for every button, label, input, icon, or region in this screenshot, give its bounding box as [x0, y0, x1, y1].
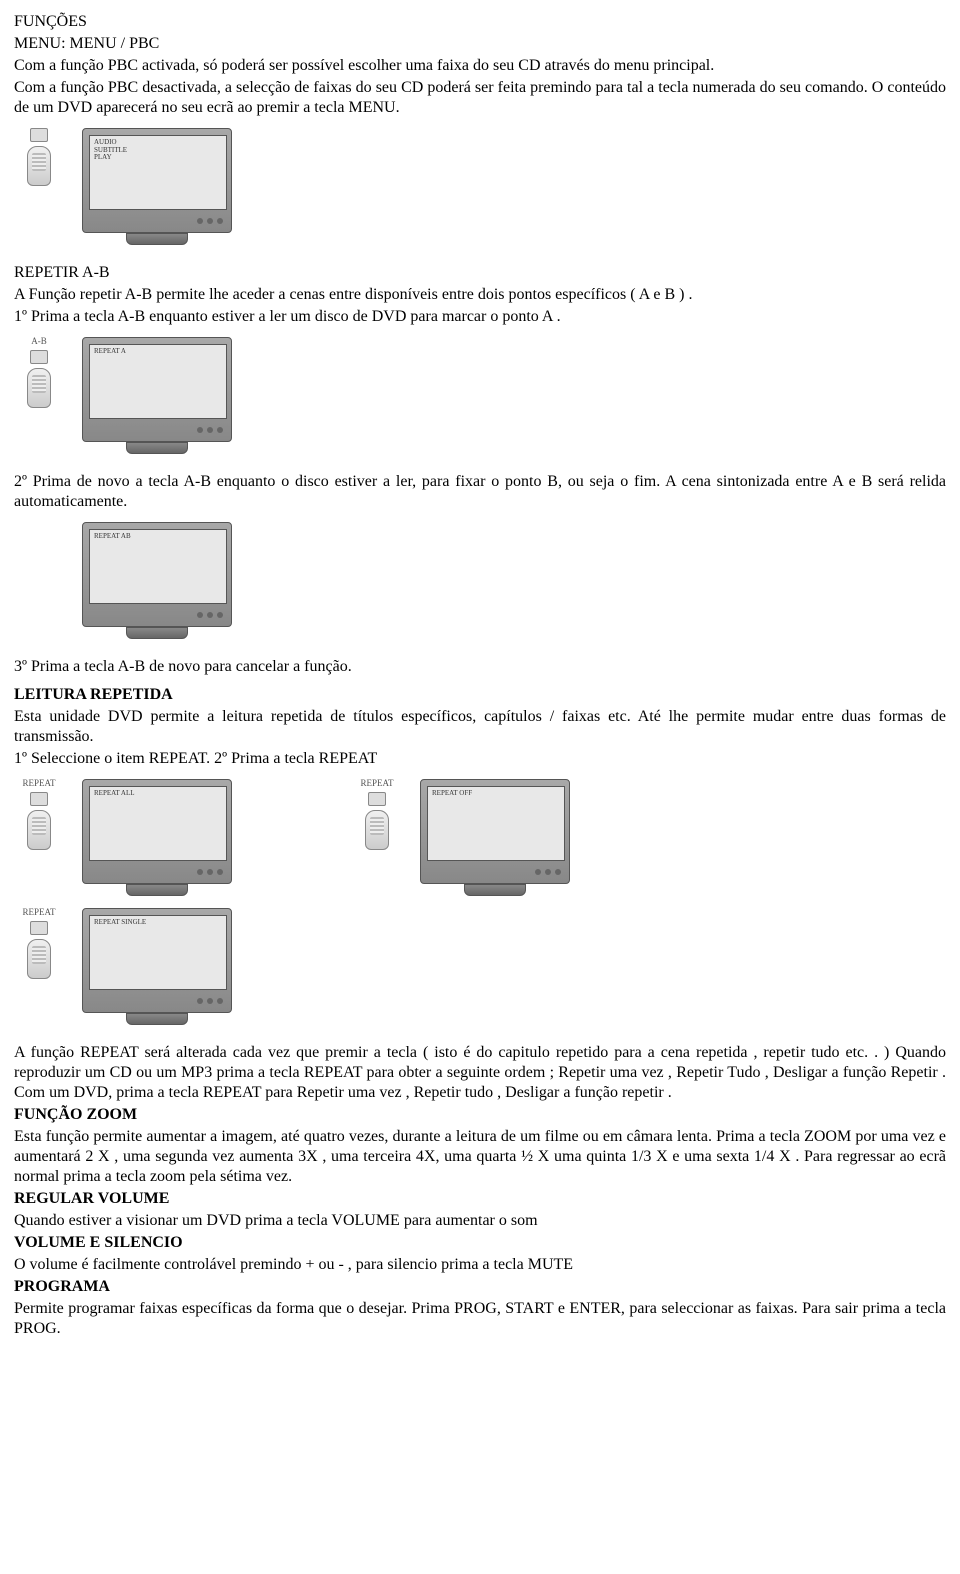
remote-body-icon: [27, 939, 51, 979]
tv-icon: REPEAT ALL: [82, 779, 232, 896]
remote-body-icon: [365, 810, 389, 850]
heading-zoom: FUNÇÃO ZOOM: [14, 1105, 946, 1125]
pbc-on-text: Com a função PBC activada, só poderá ser…: [14, 56, 946, 76]
heading-programa: PROGRAMA: [14, 1277, 946, 1297]
regvol-p1: Quando estiver a visionar um DVD prima a…: [14, 1211, 946, 1231]
remote-body-icon: [27, 368, 51, 408]
heading-funcoes: FUNÇÕES: [14, 12, 946, 32]
remote-icon: REPEAT: [14, 908, 64, 979]
repetir-p1: A Função repetir A-B permite lhe aceder …: [14, 285, 946, 305]
tv-osd: AUDIO SUBTITLE PLAY: [94, 139, 127, 162]
tv-osd: REPEAT ALL: [94, 790, 135, 798]
heading-leitura: LEITURA REPETIDA: [14, 685, 946, 705]
programa-p1: Permite programar faixas específicas da …: [14, 1299, 946, 1339]
remote-label: A-B: [31, 337, 47, 346]
remote-body-icon: [27, 146, 51, 186]
remote-btn-icon: [30, 792, 48, 806]
zoom-p1: Esta função permite aumentar a imagem, a…: [14, 1127, 946, 1187]
tv-icon: REPEAT SINGLE: [82, 908, 232, 1025]
tv-icon: AUDIO SUBTITLE PLAY: [82, 128, 232, 245]
heading-regvol: REGULAR VOLUME: [14, 1189, 946, 1209]
remote-icon: A-B: [14, 337, 64, 408]
leitura-p3: A função REPEAT será alterada cada vez q…: [14, 1043, 946, 1103]
remote-body-icon: [27, 810, 51, 850]
remote-label: REPEAT: [22, 779, 55, 788]
remote-btn-icon: [30, 128, 48, 142]
pbc-off-text: Com a função PBC desactivada, a selecção…: [14, 78, 946, 118]
heading-volsil: VOLUME E SILENCIO: [14, 1233, 946, 1253]
remote-btn-icon: [30, 350, 48, 364]
illustration-repeat-row1: REPEAT REPEAT ALL REPEAT REPEAT OFF: [14, 779, 946, 896]
remote-icon: REPEAT: [352, 779, 402, 850]
tv-icon: REPEAT OFF: [420, 779, 570, 896]
remote-btn-icon: [30, 921, 48, 935]
remote-icon: REPEAT: [14, 779, 64, 850]
leitura-p2: 1º Seleccione o item REPEAT. 2º Prima a …: [14, 749, 946, 769]
tv-osd: REPEAT A: [94, 348, 126, 356]
heading-repetir: REPETIR A-B: [14, 263, 946, 283]
volsil-p1: O volume é facilmente controlável premin…: [14, 1255, 946, 1275]
illustration-repeat-a: A-B REPEAT A: [14, 337, 946, 454]
tv-icon: REPEAT A: [82, 337, 232, 454]
remote-icon: [14, 128, 64, 186]
remote-label: REPEAT: [360, 779, 393, 788]
remote-btn-icon: [368, 792, 386, 806]
tv-icon: REPEAT AB: [82, 522, 232, 639]
tv-osd: REPEAT SINGLE: [94, 919, 146, 927]
repetir-p4: 3º Prima a tecla A-B de novo para cancel…: [14, 657, 946, 677]
tv-osd: REPEAT OFF: [432, 790, 472, 798]
illustration-repeat-row2: REPEAT REPEAT SINGLE: [14, 908, 946, 1025]
leitura-p1: Esta unidade DVD permite a leitura repet…: [14, 707, 946, 747]
illustration-repeat-ab: REPEAT AB: [14, 522, 946, 639]
repetir-p2: 1º Prima a tecla A-B enquanto estiver a …: [14, 307, 946, 327]
menu-line: MENU: MENU / PBC: [14, 34, 946, 54]
tv-osd: REPEAT AB: [94, 533, 131, 541]
remote-label: REPEAT: [22, 908, 55, 917]
illustration-menu: AUDIO SUBTITLE PLAY: [14, 128, 946, 245]
repetir-p3: 2º Prima de novo a tecla A-B enquanto o …: [14, 472, 946, 512]
